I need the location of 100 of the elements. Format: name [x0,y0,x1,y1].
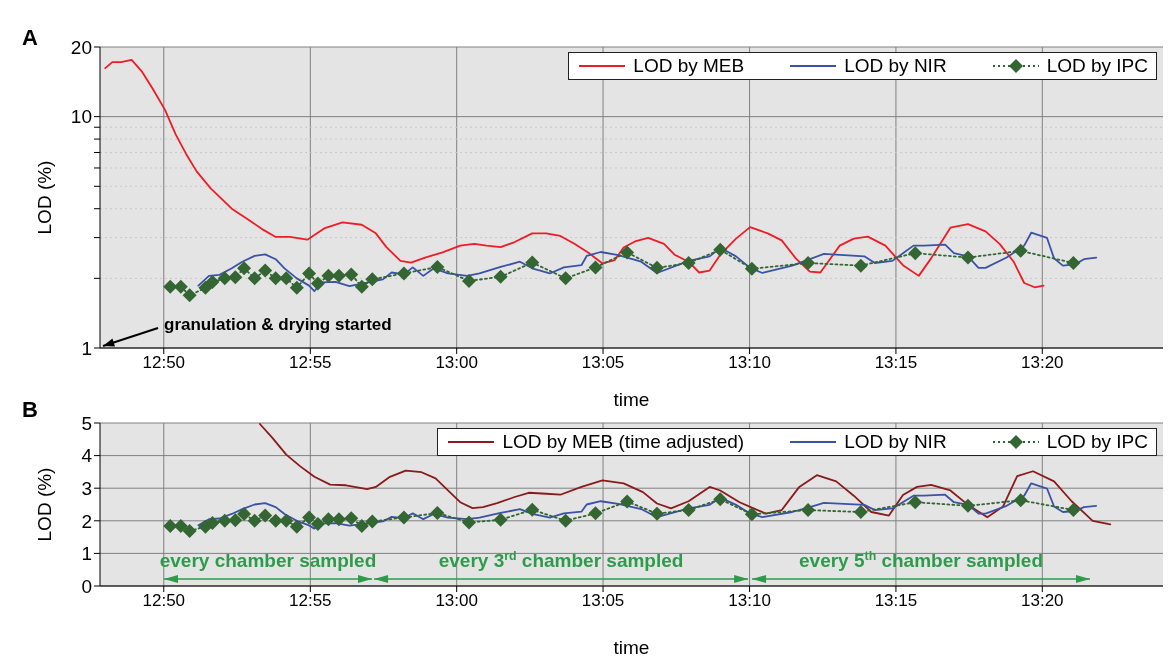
x-tick-label: 13:00 [435,353,478,373]
x-tick-label: 13:10 [728,353,771,373]
point [258,508,273,523]
point [310,517,325,532]
y-tick-label: 20 [70,36,92,58]
point [268,513,283,528]
annotation: granulation & drying started [164,315,392,334]
point [396,510,411,525]
point [217,271,232,286]
x-tick-label: 13:05 [581,591,625,611]
x-tick-label: 13:20 [1021,591,1064,611]
point [344,511,359,526]
x-tick-label: 12:55 [289,591,332,611]
point [247,271,262,286]
point [558,513,573,528]
point [681,256,696,271]
legend-label: LOD by MEB (time adjusted) [502,430,745,454]
point [801,503,816,518]
point [182,288,197,303]
point [713,492,728,507]
point [853,258,868,273]
point [217,513,232,528]
point [321,512,336,527]
point [620,494,635,509]
x-tick-label: 13:20 [1021,353,1064,373]
x-axis-title: time [613,637,650,658]
point [588,506,603,521]
point [279,513,294,528]
y-tick-label: 3 [81,477,92,499]
y-tick-label: 10 [70,106,92,128]
point [289,280,304,295]
point [1013,493,1028,508]
x-tick-label: 13:05 [581,353,625,373]
point [430,259,445,274]
point [430,505,445,520]
annotation: every 3$^{rd}$ chamber sampled [438,549,684,571]
point [558,271,573,286]
point [247,513,262,528]
point [173,279,188,294]
x-tick-label: 13:15 [874,591,918,611]
point [354,519,369,534]
point [681,503,696,518]
point [289,519,304,534]
x-tick-label: 13:00 [435,591,478,611]
point [173,519,188,534]
point [525,255,540,270]
point [302,266,317,281]
point [365,514,380,529]
line-series [104,58,1045,289]
point [396,266,411,281]
point [321,268,336,283]
y-tick-label: 4 [81,445,93,467]
point [258,263,273,278]
legend-label: LOD by NIR [844,430,947,454]
point [205,274,220,289]
y-tick-label: 1 [81,337,92,359]
point [182,523,197,538]
point [525,502,540,517]
point [268,271,283,286]
point [331,512,346,527]
x-axis-title: time [613,389,650,410]
point [1013,243,1028,258]
point [163,519,178,534]
y-axis-title: LOD (%) [33,467,55,542]
point [198,280,213,295]
legend-label: LOD by IPC [1046,54,1148,78]
point [205,516,220,531]
x-tick-label: 13:10 [728,591,771,611]
chart-title: A [22,25,38,50]
line-series [197,231,1098,293]
point [493,269,508,284]
point [228,513,243,528]
point [620,245,635,260]
x-tick-label: 12:50 [142,591,186,611]
point [461,273,476,288]
y-tick-label: 0 [81,575,92,597]
point [354,279,369,294]
point [853,505,868,519]
point [461,515,476,530]
x-tick-label: 13:15 [874,353,918,373]
point [1066,256,1081,271]
point [960,250,975,265]
point [960,498,975,513]
point [493,512,508,527]
legend-label: LOD by IPC [1046,430,1148,454]
point [908,495,923,510]
line-series [258,423,1112,526]
point [1066,503,1081,518]
point [344,267,359,282]
chart-title: B [22,397,38,422]
point [801,256,816,271]
point [331,268,346,283]
y-tick-label: 1 [81,543,92,565]
point [237,506,252,521]
point [228,270,243,285]
y-tick-label: 5 [81,412,92,434]
y-tick-label: 2 [81,510,92,532]
point [713,242,728,257]
legend-label: LOD by NIR [844,54,947,78]
point [310,276,325,291]
